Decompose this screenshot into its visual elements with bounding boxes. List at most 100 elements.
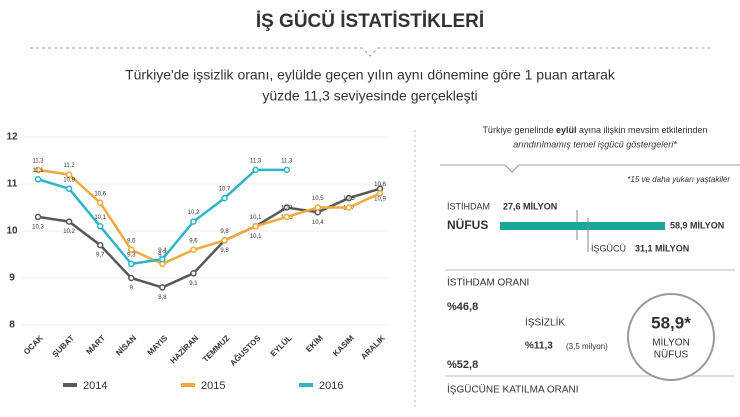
point	[159, 284, 166, 291]
point	[190, 218, 197, 225]
value-label: 9,6	[127, 238, 136, 244]
x-tick-label: EYLÜL	[269, 333, 294, 358]
point	[128, 274, 135, 282]
value-label: 10,1	[250, 215, 262, 221]
population-value: 58,9 MİLYON	[670, 220, 724, 230]
point	[376, 190, 384, 197]
point	[314, 204, 322, 211]
point	[221, 194, 228, 202]
point	[283, 166, 290, 174]
y-tick-label: 8	[9, 320, 15, 331]
value-label: 10,4	[312, 220, 324, 226]
value-label: 10,2	[188, 210, 200, 216]
point	[65, 185, 73, 192]
subtitle: Türkiye'de işsizlik oranı, eylülde geçen…	[125, 67, 616, 83]
point	[34, 176, 42, 183]
value-label: 11,2	[63, 163, 75, 169]
title: İŞ GÜCÜ İSTATİSTİKLERİ	[256, 11, 484, 32]
legend-label: 2015	[201, 380, 225, 392]
x-tick-label: HAZİRAN	[169, 333, 201, 365]
value-label: 9,3	[158, 252, 167, 258]
value-label: 11,3	[32, 158, 44, 164]
unemployment-rate: %11,3	[525, 341, 553, 352]
value-label: 10,8	[374, 182, 386, 188]
unemployment-label: İŞSİZLİK	[525, 316, 565, 329]
y-tick-label: 10	[6, 226, 18, 237]
labor-label: İŞGÜCÜ	[591, 243, 626, 253]
value-label: 9	[130, 286, 134, 292]
x-tick-label: ŞUBAT	[51, 333, 77, 359]
employment-rate-label: İSTİHDAM ORANI	[447, 276, 529, 289]
point	[34, 166, 42, 174]
y-tick-label: 11	[7, 179, 18, 190]
value-label: 10,7	[219, 187, 231, 193]
point	[96, 199, 104, 207]
chart: 8 9 10 11 12 OCAK ŞUBAT MART NİSAN MAYIS HAZİRAN TE…	[6, 132, 388, 392]
value-label: 10,1	[250, 234, 262, 240]
value-label: 10,3	[32, 224, 44, 230]
value-label: 9,8	[220, 248, 229, 254]
x-tick-label: OCAK	[22, 333, 45, 356]
x-tick-label: EKİM	[304, 333, 325, 354]
value-label: 9,7	[96, 253, 105, 259]
point	[283, 213, 290, 221]
y-tick-label: 12	[6, 132, 18, 143]
intro-part: eylül	[556, 125, 577, 135]
participation-rate: %52,8	[447, 359, 478, 371]
point	[128, 260, 135, 268]
series-line	[37, 187, 381, 289]
point	[159, 255, 166, 263]
x-tick-label: TEMMUZ	[201, 333, 232, 364]
participation-label: İŞGÜCÜNE KATILMA ORANI	[447, 383, 579, 396]
point	[283, 204, 290, 211]
value-label: 11,1	[32, 168, 44, 174]
point	[221, 237, 228, 244]
value-label: 10,1	[94, 215, 106, 221]
value-label: 10,6	[94, 191, 106, 197]
population-circle	[627, 293, 715, 381]
circle-value: 58,9*	[651, 313, 691, 332]
employment-label: İSTİHDAM	[447, 201, 490, 211]
panel-intro: arındırılmamış temel işgücü göstergeleri…	[513, 139, 677, 149]
panel-divider	[440, 164, 740, 173]
point	[65, 218, 73, 225]
point	[190, 270, 197, 277]
legend-label: 2014	[83, 380, 107, 392]
panel-intro: Türkiye genelinde eylül ayına ilişkin me…	[482, 125, 707, 135]
value-label: 10,2	[63, 229, 75, 235]
value-label: 11,3	[250, 158, 262, 164]
footnote: *15 ve daha yukarı yaştakiler	[627, 175, 730, 184]
value-label: 9,3	[127, 252, 136, 258]
employment-value: 27,6 MİLYON	[503, 201, 557, 211]
population-bar	[500, 222, 665, 230]
x-tick-label: KASIM	[331, 333, 356, 358]
value-label: 10,9	[63, 177, 75, 183]
unemployment-count: (3,5 milyon)	[566, 342, 608, 351]
point	[345, 204, 353, 211]
value-label: 9,6	[189, 238, 198, 244]
x-tick-label: AĞUSTOS	[228, 333, 263, 368]
value-label: 10,9	[374, 196, 386, 202]
point	[345, 194, 353, 202]
x-tick-label: MART	[84, 333, 107, 356]
value-label: 10,5	[343, 196, 355, 202]
point	[96, 223, 104, 230]
y-tick-label: 9	[9, 273, 15, 284]
point	[190, 246, 197, 254]
value-label: 10,3	[281, 205, 293, 211]
x-tick-label: ARALIK	[359, 333, 387, 361]
point	[252, 166, 259, 174]
value-label: 8,8	[158, 295, 167, 301]
legend-label: 2016	[319, 380, 343, 392]
point	[65, 171, 73, 178]
point	[34, 213, 42, 221]
x-tick-label: NİSAN	[114, 333, 138, 357]
value-label: 9,8	[220, 229, 229, 235]
circle-unit: MİLYON	[652, 336, 690, 349]
point	[96, 241, 104, 249]
intro-part: ayına ilişkin mevsim etkilerinden	[577, 125, 708, 135]
x-tick-label: MAYIS	[146, 333, 170, 357]
circle-label: NÜFUS	[654, 349, 689, 361]
labor-value: 31,1 MİLYON	[635, 243, 689, 253]
